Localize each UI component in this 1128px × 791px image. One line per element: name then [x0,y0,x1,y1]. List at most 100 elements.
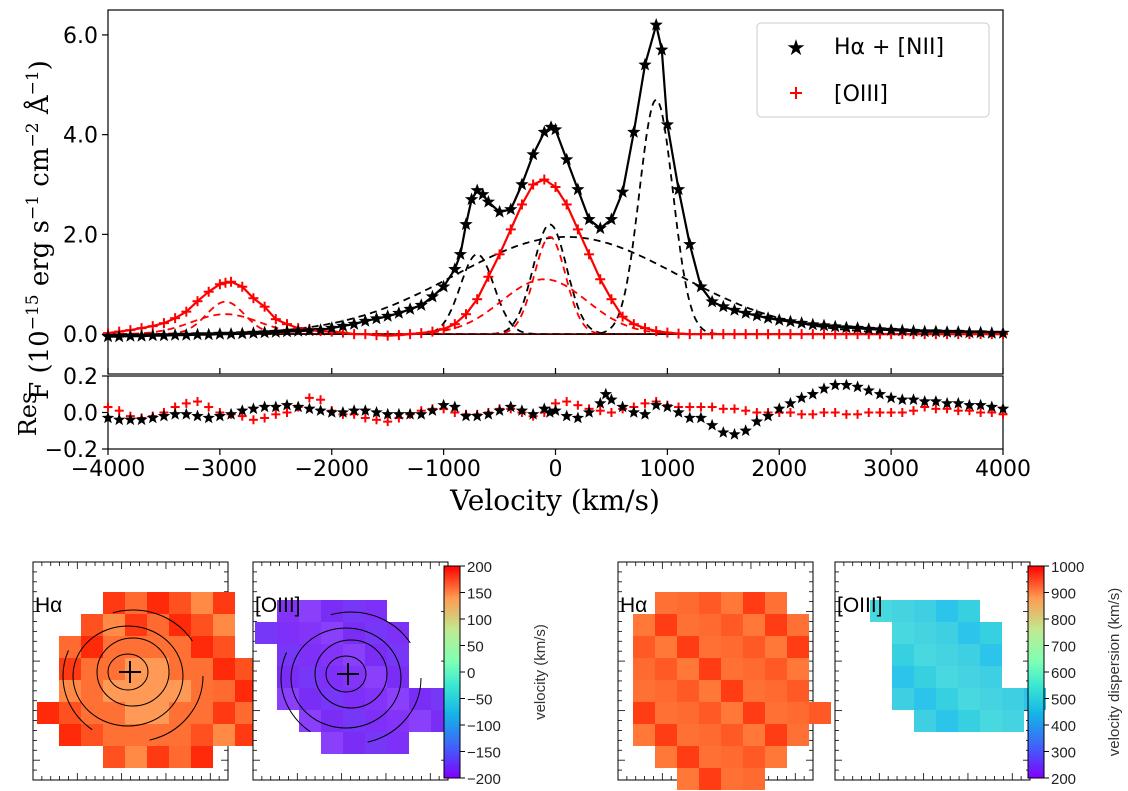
map-pixel [699,592,721,614]
res-ha-point [236,404,249,416]
map-pixel [677,636,699,658]
map-pixel [958,688,980,710]
res-oiii-point [886,408,896,417]
ha-point [571,182,585,196]
map-pixel [787,702,809,724]
map-pixel [81,702,103,724]
ha-point [996,326,1010,339]
map-pixel [980,622,1002,644]
ha-point [515,177,529,191]
map-pixel [936,688,958,710]
res-ha-point [974,398,987,411]
map-pixel [743,680,765,702]
res-ha-point [392,407,406,420]
ha-point [761,311,775,324]
colorbar-tick-label: 400 [1051,718,1076,735]
res-ha-point [146,411,159,424]
res-ha-point [896,393,909,405]
oiii-point [830,329,841,340]
ha-point [795,316,809,329]
ha-point [291,324,305,337]
dispersion-colorbar-label: velocity dispersion (km/s) [1106,588,1123,756]
res-ha-point [750,415,764,427]
map-pixel [655,658,677,680]
y-tick-label: 6.0 [63,24,98,49]
res-ha-point [493,404,506,416]
oiii-point [203,286,214,297]
res-ha-point [504,400,517,413]
map-pixel [655,592,677,614]
ha-point [828,319,842,333]
colorbar-tick-label: 600 [1051,665,1076,682]
contour-line [325,655,367,693]
map-pixel [235,658,257,680]
map-pixel [721,658,743,680]
contour-line [62,609,204,743]
map-pixel [365,644,387,666]
ha-point [381,309,395,322]
res-ha-point [303,402,316,415]
res-ha-point [381,407,394,420]
colorbar-tick-label: 200 [1051,771,1076,788]
ha-point [481,195,495,208]
ha-point [817,318,831,332]
map-pixel [721,768,743,790]
map-pixel [633,658,655,680]
oiii-point [729,329,740,340]
oiii-point [158,318,169,329]
colorbar-tick-label: 900 [1051,586,1076,603]
colorbar-tick-label: −150 [467,745,501,762]
map-pixel [125,746,147,768]
res-oiii-point [685,402,695,412]
res-oiii-point [897,408,907,417]
ha-point [671,182,686,196]
res-oiii-point [562,397,572,407]
colorbar-tick-label: −200 [467,771,501,788]
map-pixel [787,614,809,636]
map-pixel [787,636,809,658]
ha-point [302,323,316,337]
map-pixel [255,622,277,644]
map-pixel [936,666,958,688]
map-pixel [936,600,958,622]
map-pixel [365,622,387,644]
map-pixel [125,724,147,746]
map-pixel [387,732,409,754]
res-ha-point [599,387,612,400]
oiii-point [606,294,617,305]
res-oiii-point [864,408,874,417]
map-pixel [299,600,321,622]
ha-point [213,327,227,340]
y-tick-label: 4.0 [63,124,98,149]
map-pixel [343,600,365,622]
res-ha-point [694,411,708,424]
oiii-point [584,249,595,260]
map-pixel [81,614,103,636]
ha-point [392,306,406,319]
map-pixel [743,724,765,746]
res-ha-point [113,413,126,426]
map-pixel [743,768,765,790]
oiii-point [170,313,181,324]
res-oiii-point [282,408,292,417]
legend-label-ha: Hα + [NII] [834,35,944,60]
ha-point [437,279,451,293]
ha-point [593,221,607,235]
ha-point [246,326,261,339]
map-pixel [958,710,980,732]
map-pixel [765,724,787,746]
map-pixel [914,644,936,666]
map-pixel [191,746,213,768]
map-pixel [721,636,743,658]
ha-point [705,294,719,308]
res-ha-point [482,407,495,420]
res-ha-point [571,411,585,424]
map-pixel [387,644,409,666]
spectrum-y-ticks: 0.0 2.0 4.0 6.0 [63,24,108,348]
map-pixel [721,592,743,614]
ha-point [806,317,820,331]
map-pixel [277,666,299,688]
res-oiii-point [103,402,113,412]
map-pixel [387,666,409,688]
oiii-point [684,329,695,340]
